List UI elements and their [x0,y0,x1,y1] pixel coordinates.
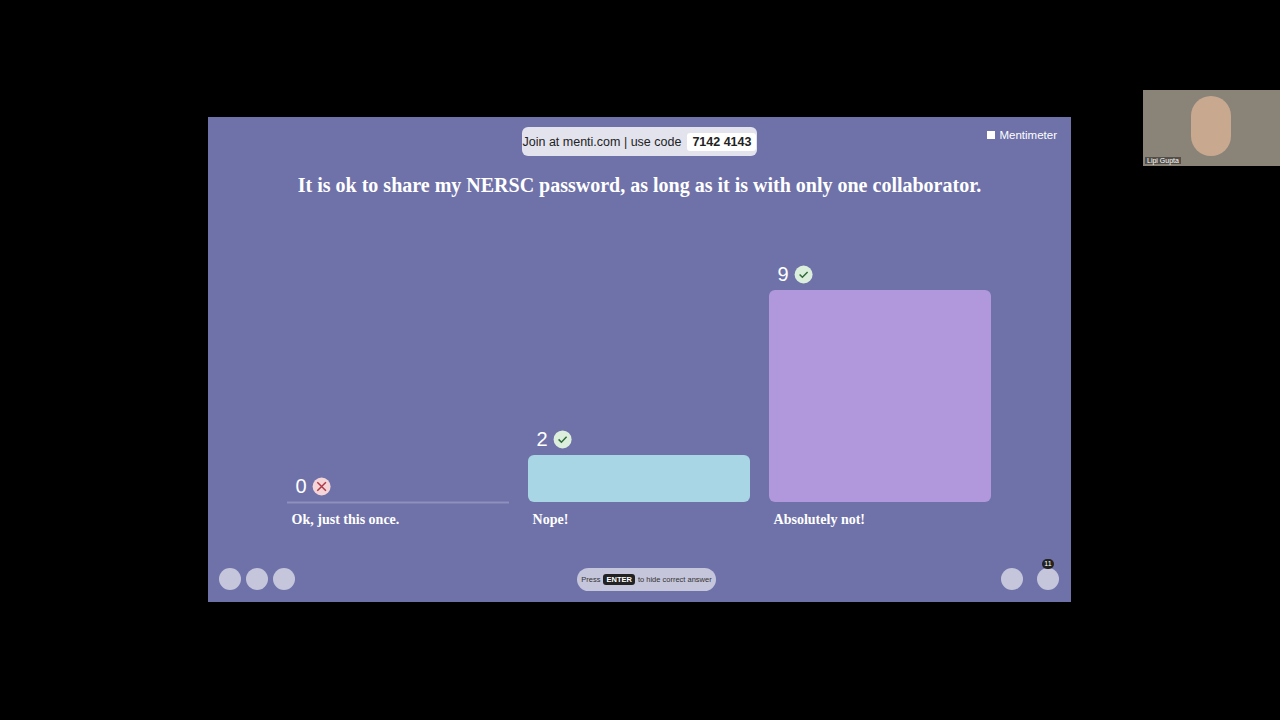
html-text:Mentimeter: Mentimeter [999,129,1057,141]
html-text:ENTER: ENTER [606,575,632,584]
html-text:It is ok to share my NERSC pas: It is ok to share my NERSC password, as … [297,174,982,196]
html-text:Press: Press [581,575,601,584]
svg-text:0: 0 [296,475,307,497]
svg-text:9: 9 [778,263,789,285]
svg-text:2: 2 [537,428,548,450]
html-text:11: 11 [1044,560,1052,567]
svg-text:Absolutely not!: Absolutely not! [774,512,865,527]
html-text:to hide correct answer: to hide correct answer [637,575,712,584]
html-text:7142 4143: 7142 4143 [692,134,752,149]
html-text:Lipi Gupta: Lipi Gupta [1147,157,1179,164]
html-text:Join at menti.com | use code: Join at menti.com | use code [522,134,682,149]
svg-text:Nope!: Nope! [533,512,569,527]
svg-text:Ok, just this once.: Ok, just this once. [292,512,400,527]
